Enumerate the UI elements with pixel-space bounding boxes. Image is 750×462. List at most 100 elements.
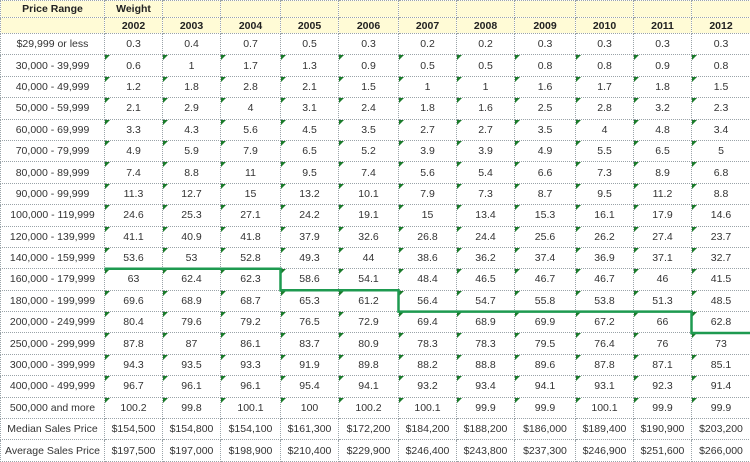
percentile-cell[interactable]: 52.8 [221,247,281,268]
price-cell[interactable]: $251,600 [634,440,692,461]
percentile-cell[interactable]: 1.8 [163,76,221,97]
percentile-cell[interactable]: 7.4 [105,162,163,183]
percentile-cell[interactable]: 27.4 [634,226,692,247]
percentile-cell[interactable]: 3.9 [457,140,515,161]
percentile-cell[interactable]: 93.3 [221,354,281,375]
percentile-cell[interactable]: 92.3 [634,376,692,397]
percentile-cell[interactable]: 2.7 [399,119,457,140]
percentile-cell[interactable]: 68.9 [163,290,221,311]
percentile-cell[interactable]: 9.5 [281,162,339,183]
percentile-cell[interactable]: 78.3 [399,333,457,354]
percentile-cell[interactable]: 8.7 [515,183,576,204]
percentile-cell[interactable]: 13.2 [281,183,339,204]
percentile-cell[interactable]: 85.1 [692,354,750,375]
percentile-cell[interactable]: 0.2 [399,34,457,55]
percentile-cell[interactable]: 54.7 [457,290,515,311]
percentile-cell[interactable]: 5.2 [339,140,399,161]
percentile-cell[interactable]: 1.8 [634,76,692,97]
percentile-cell[interactable]: 91.9 [281,354,339,375]
percentile-cell[interactable]: 48.4 [399,269,457,290]
price-cell[interactable]: $198,900 [221,440,281,461]
percentile-cell[interactable]: 11 [221,162,281,183]
percentile-cell[interactable]: 0.8 [692,55,750,76]
percentile-cell[interactable]: 0.3 [515,34,576,55]
percentile-cell[interactable]: 9.5 [576,183,634,204]
percentile-cell[interactable]: 99.9 [515,397,576,418]
percentile-cell[interactable]: 37.1 [634,247,692,268]
percentile-cell[interactable]: 78.3 [457,333,515,354]
price-cell[interactable]: $184,200 [399,419,457,440]
price-cell[interactable]: $246,900 [576,440,634,461]
percentile-cell[interactable]: 62.8 [692,312,750,333]
percentile-cell[interactable]: 5 [692,140,750,161]
percentile-cell[interactable]: 53 [163,247,221,268]
percentile-cell[interactable]: 11.3 [105,183,163,204]
percentile-cell[interactable]: 4 [221,98,281,119]
percentile-cell[interactable]: 99.9 [634,397,692,418]
percentile-cell[interactable]: 4.9 [105,140,163,161]
percentile-cell[interactable]: 87.8 [576,354,634,375]
percentile-cell[interactable]: 99.9 [692,397,750,418]
price-cell[interactable]: $210,400 [281,440,339,461]
percentile-cell[interactable]: 2.4 [339,98,399,119]
percentile-cell[interactable]: 0.5 [399,55,457,76]
percentile-cell[interactable]: 91.4 [692,376,750,397]
percentile-cell[interactable]: 25.6 [515,226,576,247]
percentile-cell[interactable]: 62.4 [163,269,221,290]
percentile-cell[interactable]: 53.8 [576,290,634,311]
percentile-cell[interactable]: 0.3 [692,34,750,55]
price-cell[interactable]: $190,900 [634,419,692,440]
percentile-cell[interactable]: 67.2 [576,312,634,333]
percentile-cell[interactable]: 17.9 [634,205,692,226]
percentile-cell[interactable]: 54.1 [339,269,399,290]
percentile-cell[interactable]: 15 [221,183,281,204]
percentile-cell[interactable]: 13.4 [457,205,515,226]
percentile-cell[interactable]: 8.9 [634,162,692,183]
percentile-cell[interactable]: 2.8 [221,76,281,97]
percentile-cell[interactable]: 5.4 [457,162,515,183]
percentile-cell[interactable]: 56.4 [399,290,457,311]
percentile-cell[interactable]: 38.6 [399,247,457,268]
percentile-cell[interactable]: 100.2 [339,397,399,418]
percentile-cell[interactable]: 46.5 [457,269,515,290]
percentile-cell[interactable]: 0.7 [221,34,281,55]
percentile-cell[interactable]: 80.9 [339,333,399,354]
percentile-cell[interactable]: 2.5 [515,98,576,119]
percentile-cell[interactable]: 3.5 [339,119,399,140]
percentile-cell[interactable]: 1.2 [105,76,163,97]
percentile-cell[interactable]: 0.9 [634,55,692,76]
percentile-cell[interactable]: 94.1 [515,376,576,397]
percentile-cell[interactable]: 27.1 [221,205,281,226]
percentile-cell[interactable]: 1.8 [399,98,457,119]
percentile-cell[interactable]: 69.4 [399,312,457,333]
price-cell[interactable]: $243,800 [457,440,515,461]
percentile-cell[interactable]: 26.8 [399,226,457,247]
percentile-cell[interactable]: 0.8 [515,55,576,76]
percentile-cell[interactable]: 87.8 [105,333,163,354]
percentile-cell[interactable]: 32.6 [339,226,399,247]
price-cell[interactable]: $154,100 [221,419,281,440]
percentile-cell[interactable]: 4 [576,119,634,140]
percentile-cell[interactable]: 2.7 [457,119,515,140]
percentile-cell[interactable]: 36.9 [576,247,634,268]
percentile-cell[interactable]: 66 [634,312,692,333]
percentile-cell[interactable]: 100.2 [105,397,163,418]
percentile-cell[interactable]: 0.5 [457,55,515,76]
percentile-cell[interactable]: 16.1 [576,205,634,226]
price-cell[interactable]: $154,800 [163,419,221,440]
percentile-cell[interactable]: 100.1 [576,397,634,418]
price-cell[interactable]: $188,200 [457,419,515,440]
percentile-cell[interactable]: 89.8 [339,354,399,375]
percentile-cell[interactable]: 15 [399,205,457,226]
percentile-cell[interactable]: 1 [457,76,515,97]
percentile-cell[interactable]: 49.3 [281,247,339,268]
percentile-cell[interactable]: 5.9 [163,140,221,161]
percentile-cell[interactable]: 58.6 [281,269,339,290]
percentile-cell[interactable]: 0.9 [339,55,399,76]
percentile-cell[interactable]: 12.7 [163,183,221,204]
percentile-cell[interactable]: 99.9 [457,397,515,418]
percentile-cell[interactable]: 68.9 [457,312,515,333]
price-cell[interactable]: $246,400 [399,440,457,461]
percentile-cell[interactable]: 86.1 [221,333,281,354]
percentile-cell[interactable]: 24.2 [281,205,339,226]
